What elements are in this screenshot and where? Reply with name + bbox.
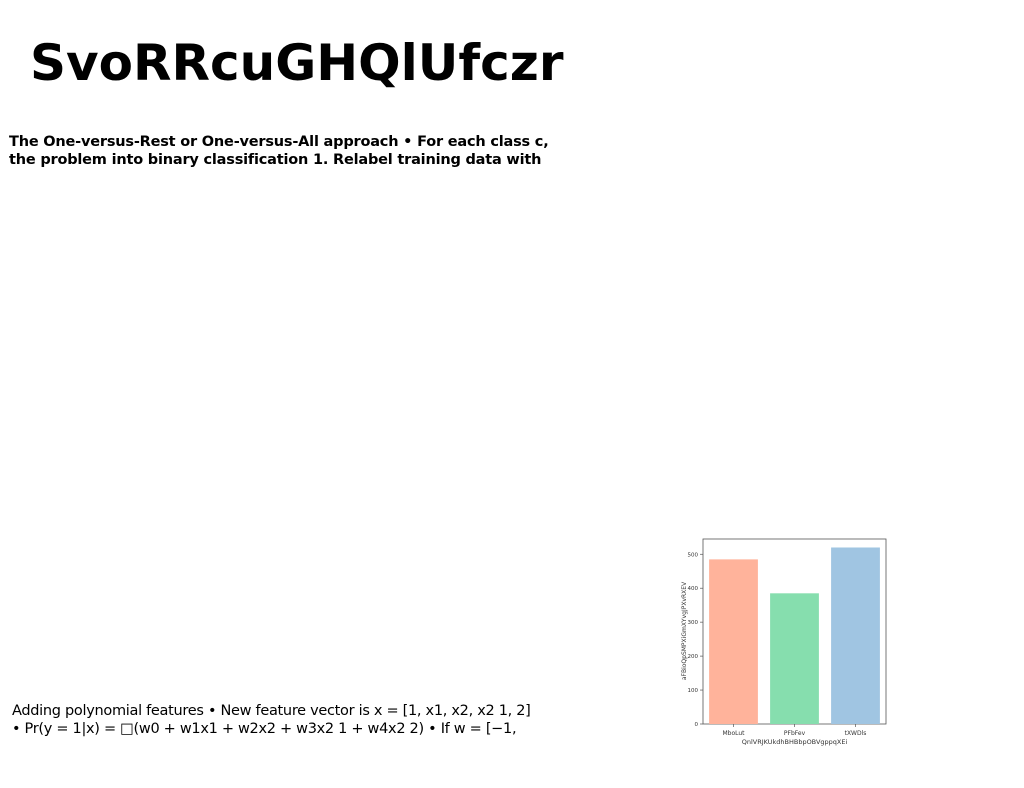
subtitle: The One-versus-Rest or One-versus-All ap… <box>9 134 549 168</box>
x-tick-label: MboLut <box>722 730 745 737</box>
y-tick-label: 400 <box>688 586 699 592</box>
bar-tXWDls <box>831 547 880 724</box>
y-tick-label: 500 <box>688 552 699 558</box>
bar-chart-svg: 0 100 200 300 400 500 MboLut PFbFev tXWDls QnlV… <box>681 538 887 746</box>
bar-MboLut <box>709 559 758 724</box>
y-tick-label: 0 <box>695 722 699 728</box>
x-tick-label: tXWDls <box>845 730 867 737</box>
bar-PFbFev <box>770 593 819 724</box>
x-tick-label: PFbFev <box>784 730 806 737</box>
y-axis-label: aFBioQpSMPXiGmXYvgJPXvRXEV <box>681 581 688 680</box>
body-text: Adding polynomial features • New feature… <box>12 703 531 737</box>
y-tick-label: 100 <box>688 688 699 694</box>
bar-chart: 0 100 200 300 400 500 MboLut PFbFev tXWDls QnlV… <box>672 532 896 754</box>
page-title: SvoRRcuGHQlUfczr <box>30 34 564 92</box>
x-axis-label: QnlVRJKUkdhBHBbpOBVgppqXEi <box>742 738 848 746</box>
y-tick-label: 200 <box>688 654 699 660</box>
y-tick-label: 300 <box>688 620 699 626</box>
